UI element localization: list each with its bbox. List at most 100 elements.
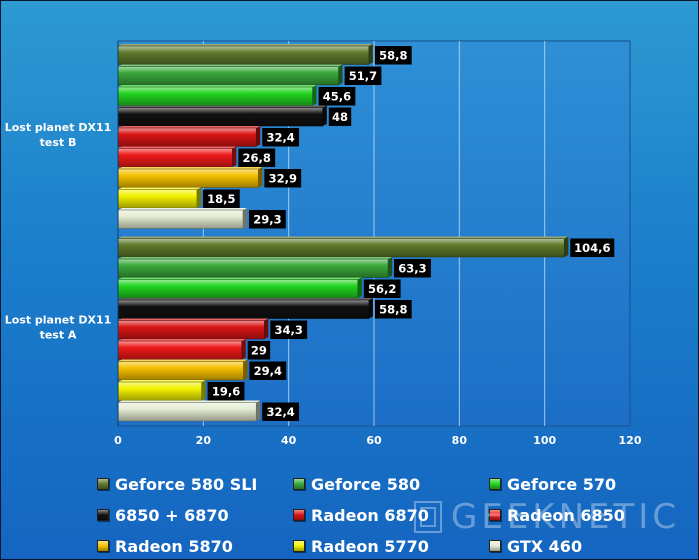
bar-side (258, 167, 263, 188)
value-label-bg (264, 169, 302, 188)
value-label: 32,9 (269, 171, 297, 185)
x-tick-label: 100 (533, 434, 556, 447)
value-label: 29,4 (254, 364, 282, 378)
bar (117, 127, 257, 147)
x-tick-label: 120 (619, 434, 642, 447)
value-label-bg (394, 259, 431, 278)
bar-top (118, 380, 206, 382)
legend-item: 6850 + 6870 (97, 504, 229, 526)
value-label-bg (318, 87, 356, 106)
bar-top (118, 44, 373, 46)
bar-side (264, 318, 269, 339)
bar-side (357, 277, 362, 298)
bar (117, 320, 265, 340)
bar (117, 86, 313, 106)
value-label: 29 (251, 343, 267, 357)
value-label-bg (570, 238, 615, 257)
legend-swatch (293, 478, 305, 490)
x-tick-label: 20 (196, 434, 212, 447)
value-label-bg (249, 361, 287, 380)
bar (117, 209, 244, 229)
value-label-bg (374, 300, 412, 319)
bar (117, 361, 244, 381)
bar-top (118, 85, 317, 87)
legend-swatch (97, 509, 109, 521)
bar-top (118, 400, 261, 403)
bar-top (118, 298, 373, 300)
bar-top (118, 257, 393, 259)
legend-label: 6850 + 6870 (115, 505, 229, 525)
legend-item: Radeon 6850 (489, 504, 625, 526)
bar-top (118, 318, 269, 321)
value-label: 32,4 (266, 405, 294, 419)
bar-side (256, 126, 261, 147)
legend-label: GTX 460 (507, 536, 583, 556)
value-label: 45,6 (323, 89, 351, 103)
value-label-bg (207, 382, 245, 401)
bar-side (368, 44, 373, 65)
value-label: 32,4 (266, 130, 294, 144)
bar-top (118, 187, 201, 190)
bar (117, 107, 324, 127)
legend-item: Radeon 5770 (293, 535, 429, 557)
value-label-bg (262, 128, 300, 147)
value-label: 63,3 (398, 261, 426, 275)
bar-side (322, 105, 327, 126)
value-label-bg (247, 341, 271, 360)
value-label: 56,2 (368, 282, 396, 296)
bar-top (118, 105, 327, 108)
bar-top (118, 277, 362, 280)
x-tick-label: 40 (281, 434, 297, 447)
bar (117, 148, 233, 168)
bar-side (232, 146, 237, 167)
x-tick-label: 0 (114, 434, 122, 447)
legend-item: GTX 460 (489, 535, 582, 557)
legend-swatch (97, 478, 109, 490)
value-label: 48 (332, 110, 348, 124)
legend-label: Radeon 5770 (311, 536, 429, 556)
bar-side (312, 85, 317, 106)
bar-side (243, 359, 248, 380)
value-label: 58,8 (379, 302, 407, 316)
bar-side (256, 400, 261, 421)
legend-item: Geforce 580 (293, 473, 420, 495)
bar-top (118, 339, 246, 341)
value-label: 34,3 (275, 323, 303, 337)
bar-top (118, 126, 261, 128)
value-label-bg (374, 46, 412, 65)
bar (117, 299, 370, 319)
legend-item: Geforce 580 SLI (97, 473, 257, 495)
x-tick-label: 80 (452, 434, 468, 447)
bar (117, 258, 389, 278)
bar (117, 279, 359, 299)
bar (117, 381, 202, 401)
legend-swatch (489, 478, 501, 490)
legend-swatch (293, 540, 305, 552)
category-label: Lost planet DX11 (5, 313, 112, 326)
value-label-bg (363, 279, 401, 298)
bar (117, 168, 259, 188)
value-label: 29,3 (253, 212, 281, 226)
legend-label: Radeon 5870 (115, 536, 233, 556)
value-label-bg (328, 107, 352, 126)
value-label-bg (202, 189, 240, 208)
bar (117, 66, 339, 86)
value-label-bg (344, 66, 382, 85)
bar-side (196, 187, 201, 208)
legend-swatch (293, 509, 305, 521)
legend-label: Radeon 6870 (311, 505, 429, 525)
x-tick-label: 60 (366, 434, 382, 447)
bar-side (388, 257, 393, 278)
legend-label: Radeon 6850 (507, 505, 625, 525)
bar-side (243, 208, 248, 229)
value-label: 26,8 (243, 151, 271, 165)
bar-top (118, 167, 263, 169)
legend-swatch (97, 540, 109, 552)
category-label: test B (40, 136, 77, 149)
value-label: 58,8 (379, 48, 407, 62)
bar-top (118, 236, 569, 239)
bar (117, 45, 370, 65)
bar-side (564, 236, 569, 257)
legend-label: Geforce 580 (311, 474, 421, 494)
